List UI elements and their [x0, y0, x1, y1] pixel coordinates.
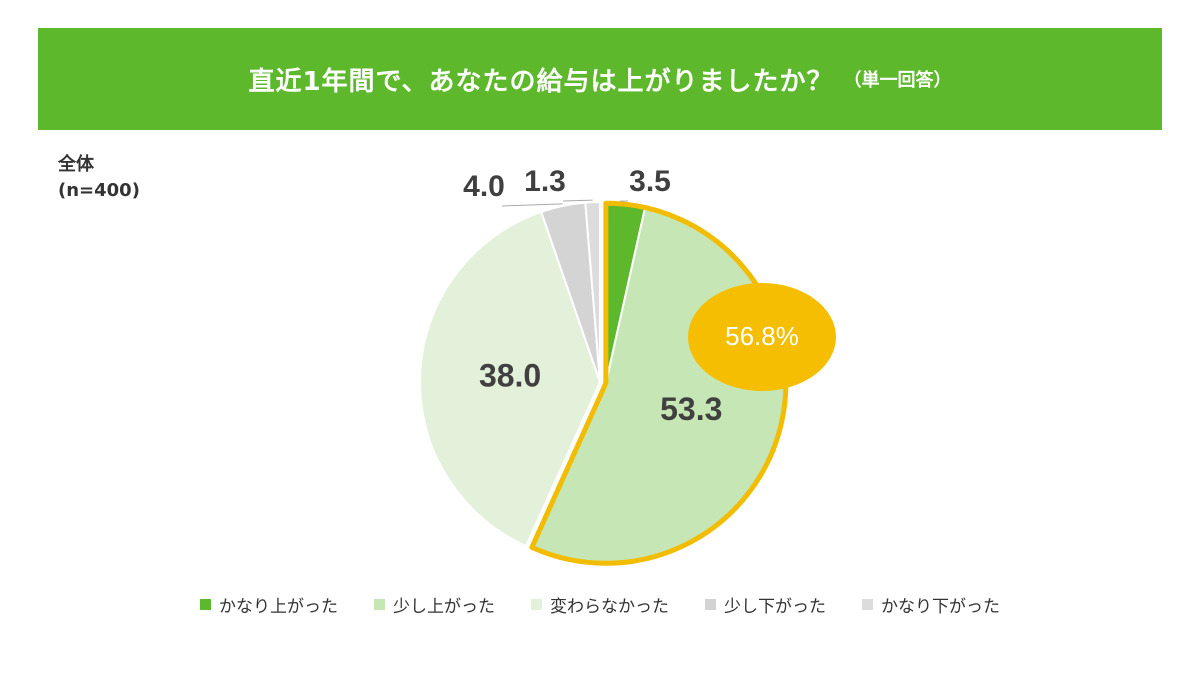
total-callout	[688, 283, 836, 391]
legend-item: かなり下がった	[862, 592, 1000, 617]
legend-swatch	[705, 599, 716, 610]
legend-swatch	[862, 599, 873, 610]
legend-item: かなり上がった	[200, 592, 338, 617]
leader-line	[501, 203, 563, 207]
data-label: 1.3	[524, 165, 566, 198]
legend-label: かなり下がった	[881, 597, 1000, 617]
total-callout-label: 56.8%	[725, 321, 799, 351]
chart-title: 直近1年間で、あなたの給与は上がりましたか？	[248, 66, 834, 97]
legend-label: 変わらなかった	[550, 597, 669, 617]
chart-subtitle: （単一回答）	[843, 70, 952, 91]
legend-item: 少し下がった	[705, 592, 826, 617]
sample-count: (n=400)	[58, 180, 140, 201]
leader-line	[562, 199, 593, 202]
legend-item: 変わらなかった	[531, 592, 669, 617]
highlight-outline	[529, 200, 789, 566]
data-label: 38.0	[479, 357, 541, 393]
sample-size-label: 全体 (n=400)	[58, 152, 140, 204]
sample-group: 全体	[58, 154, 94, 175]
legend-item: 少し上がった	[374, 592, 495, 617]
legend-label: 少し上がった	[393, 597, 495, 617]
data-label: 3.5	[629, 165, 671, 198]
legend-swatch	[200, 599, 211, 610]
pie-slice	[584, 200, 601, 383]
title-bar: 直近1年間で、あなたの給与は上がりましたか？ （単一回答）	[38, 28, 1162, 130]
legend-label: 少し下がった	[724, 597, 826, 617]
legend-label: かなり上がった	[219, 597, 338, 617]
data-label: 53.3	[660, 391, 722, 427]
data-label: 4.0	[463, 170, 505, 203]
legend-swatch	[374, 599, 385, 610]
pie-slice	[419, 210, 602, 548]
legend: かなり上がった 少し上がった 変わらなかった 少し下がった かなり下がった	[0, 592, 1200, 617]
legend-swatch	[531, 599, 542, 610]
